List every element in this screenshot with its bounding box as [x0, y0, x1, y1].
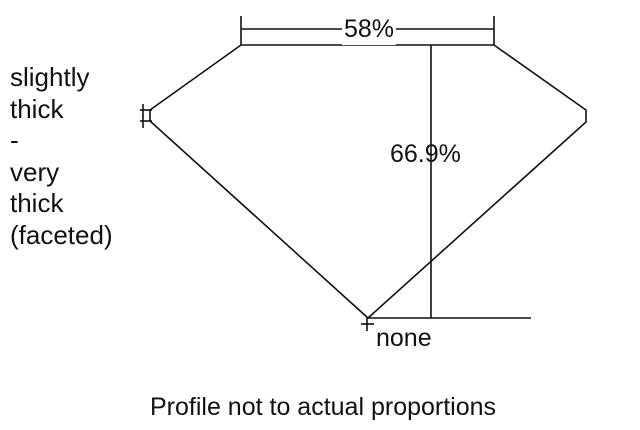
- girdle-label-line: slightly: [10, 62, 90, 92]
- culet-mark: [361, 318, 374, 331]
- girdle-label-line: thick: [10, 188, 64, 218]
- girdle-marks: [140, 104, 152, 128]
- depth-percentage: 66.9%: [390, 140, 461, 168]
- gem-outline: [149, 44, 587, 320]
- girdle-label-line: very: [10, 156, 60, 187]
- table-percentage: 58%: [342, 14, 397, 45]
- girdle-label-line: thick: [10, 93, 64, 124]
- culet-label: none: [376, 324, 432, 352]
- caption: Profile not to actual proportions: [150, 393, 497, 421]
- girdle-label-line: -: [10, 125, 19, 155]
- girdle-label-line: (faceted): [10, 219, 113, 250]
- girdle-label: slightly thick - very thick (faceted): [10, 62, 113, 251]
